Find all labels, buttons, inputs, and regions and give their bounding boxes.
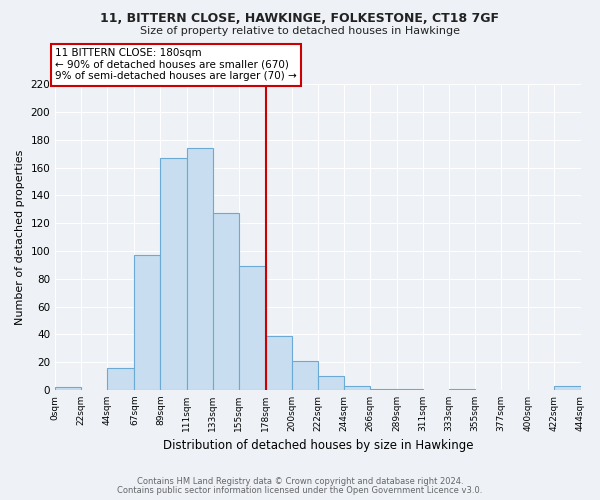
Bar bbox=[449, 388, 475, 390]
Bar bbox=[292, 360, 318, 390]
Bar bbox=[55, 387, 81, 390]
Bar bbox=[370, 388, 397, 390]
Bar bbox=[187, 148, 212, 390]
Bar bbox=[134, 255, 160, 390]
Text: Size of property relative to detached houses in Hawkinge: Size of property relative to detached ho… bbox=[140, 26, 460, 36]
Bar bbox=[239, 266, 266, 390]
Y-axis label: Number of detached properties: Number of detached properties bbox=[15, 150, 25, 325]
Text: Contains HM Land Registry data © Crown copyright and database right 2024.: Contains HM Land Registry data © Crown c… bbox=[137, 477, 463, 486]
Bar bbox=[212, 214, 239, 390]
Text: 11, BITTERN CLOSE, HAWKINGE, FOLKESTONE, CT18 7GF: 11, BITTERN CLOSE, HAWKINGE, FOLKESTONE,… bbox=[101, 12, 499, 26]
Bar bbox=[554, 386, 581, 390]
Text: Contains public sector information licensed under the Open Government Licence v3: Contains public sector information licen… bbox=[118, 486, 482, 495]
Text: 11 BITTERN CLOSE: 180sqm
← 90% of detached houses are smaller (670)
9% of semi-d: 11 BITTERN CLOSE: 180sqm ← 90% of detach… bbox=[55, 48, 297, 82]
Bar bbox=[107, 368, 134, 390]
Bar bbox=[318, 376, 344, 390]
Bar bbox=[266, 336, 292, 390]
X-axis label: Distribution of detached houses by size in Hawkinge: Distribution of detached houses by size … bbox=[163, 440, 473, 452]
Bar bbox=[160, 158, 187, 390]
Bar bbox=[397, 388, 423, 390]
Bar bbox=[344, 386, 370, 390]
